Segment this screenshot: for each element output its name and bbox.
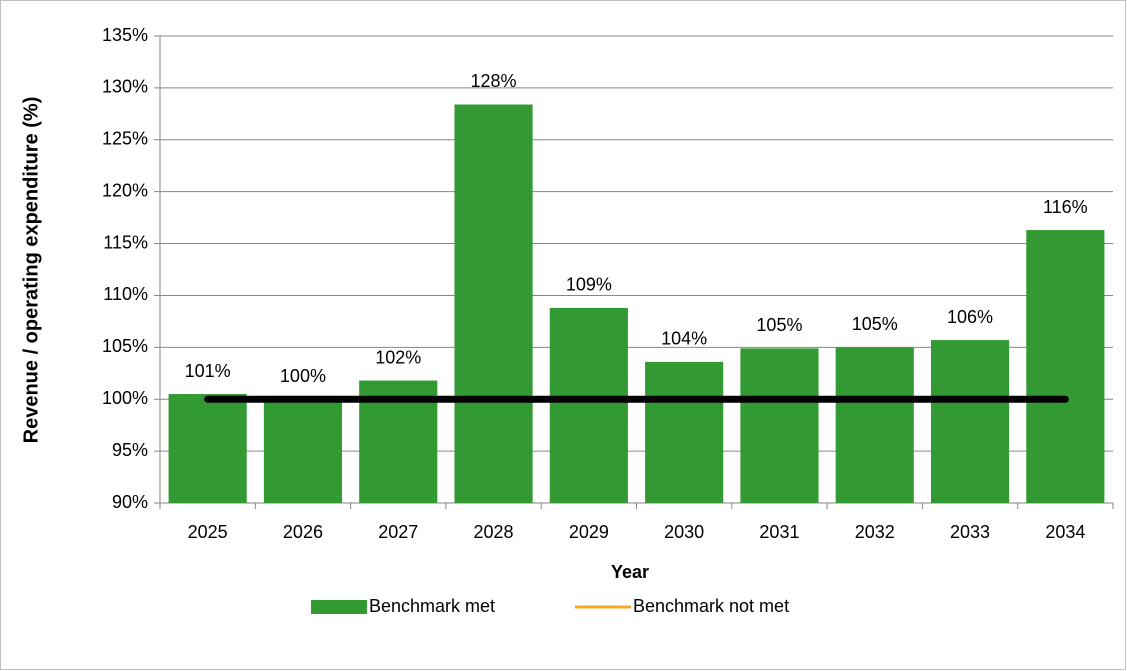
x-tick-label: 2028 bbox=[474, 522, 514, 542]
data-label: 104% bbox=[661, 329, 707, 349]
data-label: 105% bbox=[756, 315, 802, 335]
y-tick-label: 100% bbox=[102, 388, 148, 408]
x-tick-label: 2026 bbox=[283, 522, 323, 542]
x-tick-label: 2034 bbox=[1045, 522, 1085, 542]
x-tick-label: 2032 bbox=[855, 522, 895, 542]
y-tick-label: 120% bbox=[102, 180, 148, 200]
x-tick-label: 2030 bbox=[664, 522, 704, 542]
bar bbox=[549, 307, 628, 503]
x-axis-title: Year bbox=[611, 562, 649, 582]
data-label: 116% bbox=[1043, 197, 1088, 217]
data-label: 102% bbox=[375, 347, 421, 367]
x-tick-label: 2027 bbox=[378, 522, 418, 542]
y-tick-label: 115% bbox=[103, 232, 148, 252]
data-label: 105% bbox=[852, 314, 898, 334]
legend-label: Benchmark met bbox=[369, 596, 495, 616]
y-tick-label: 90% bbox=[112, 492, 148, 512]
bar bbox=[454, 104, 533, 503]
y-tick-label: 125% bbox=[102, 129, 148, 149]
x-tick-label: 2025 bbox=[188, 522, 228, 542]
bar bbox=[168, 394, 247, 503]
data-label: 101% bbox=[185, 361, 231, 381]
x-tick-label: 2031 bbox=[759, 522, 799, 542]
x-tick-label: 2029 bbox=[569, 522, 609, 542]
bar bbox=[835, 347, 914, 503]
y-tick-label: 105% bbox=[102, 336, 148, 356]
bar bbox=[740, 348, 819, 503]
y-tick-label: 95% bbox=[112, 440, 148, 460]
bar bbox=[930, 340, 1010, 503]
y-tick-label: 110% bbox=[103, 284, 148, 304]
y-tick-label: 130% bbox=[102, 77, 148, 97]
bar bbox=[263, 399, 343, 503]
x-tick-label: 2033 bbox=[950, 522, 990, 542]
legend-label: Benchmark not met bbox=[633, 596, 789, 616]
bar bbox=[1026, 230, 1105, 503]
data-label: 106% bbox=[947, 307, 993, 327]
legend-swatch bbox=[311, 600, 367, 614]
y-tick-label: 135% bbox=[102, 25, 148, 45]
y-axis-title: Revenue / operating expenditure (%) bbox=[20, 97, 42, 444]
bar bbox=[645, 361, 724, 503]
data-label: 100% bbox=[280, 366, 326, 386]
data-label: 109% bbox=[566, 275, 612, 295]
data-label: 128% bbox=[471, 71, 517, 91]
